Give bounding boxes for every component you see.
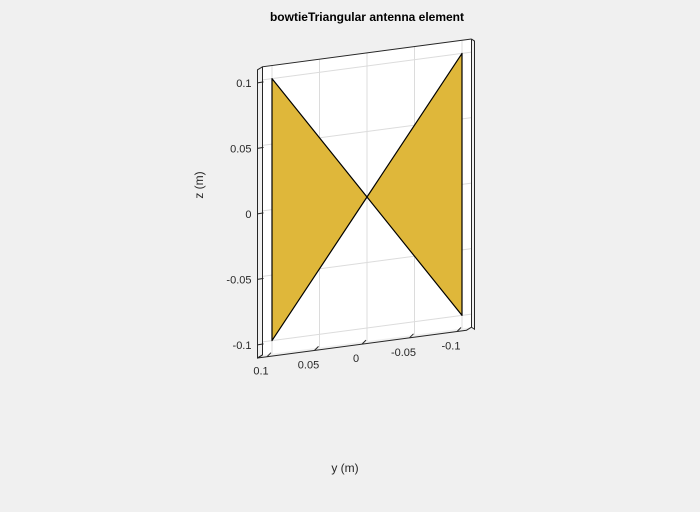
y-tick-label: -0.05	[391, 347, 416, 359]
z-tick-label: -0.05	[226, 274, 251, 286]
z-tick-label: 0.05	[230, 143, 251, 155]
y-tick-mark	[361, 339, 367, 345]
y-tick-label: -0.1	[442, 341, 461, 353]
chart-title: bowtieTriangular antenna element	[270, 10, 464, 24]
y-axis-label: y (m)	[331, 461, 358, 475]
z-axis-ticks: 0.1 0.05 0 -0.05 -0.1	[226, 78, 264, 352]
z-tick-mark	[257, 81, 264, 84]
z-tick-label: 0.1	[236, 78, 251, 90]
z-tick-mark	[257, 277, 264, 280]
z-tick-mark	[257, 212, 264, 215]
z-tick-label: -0.1	[233, 340, 252, 352]
antenna-patches	[271, 52, 463, 342]
y-tick-label: 0.1	[253, 366, 268, 378]
y-tick-mark	[266, 352, 272, 358]
z-tick-mark	[257, 146, 264, 149]
y-tick-label: 0.05	[298, 359, 319, 371]
left-triangle	[271, 77, 368, 342]
y-tick-label: 0	[353, 353, 359, 365]
frame-right-edge	[471, 38, 475, 331]
axes-3d: 0.1 0.05 0 -0.05 -0.1 0.1 0.05 0 -0.05 -0.1	[226, 38, 475, 378]
y-tick-mark	[456, 327, 462, 332]
y-tick-mark	[409, 333, 414, 339]
y-axis-ticks: 0.1 0.05 0 -0.05 -0.1	[253, 327, 462, 378]
z-axis-label: z (m)	[192, 171, 206, 198]
z-tick-mark	[257, 343, 264, 346]
y-tick-mark	[314, 346, 319, 351]
z-tick-label: 0	[245, 209, 251, 221]
right-triangle	[366, 52, 463, 316]
